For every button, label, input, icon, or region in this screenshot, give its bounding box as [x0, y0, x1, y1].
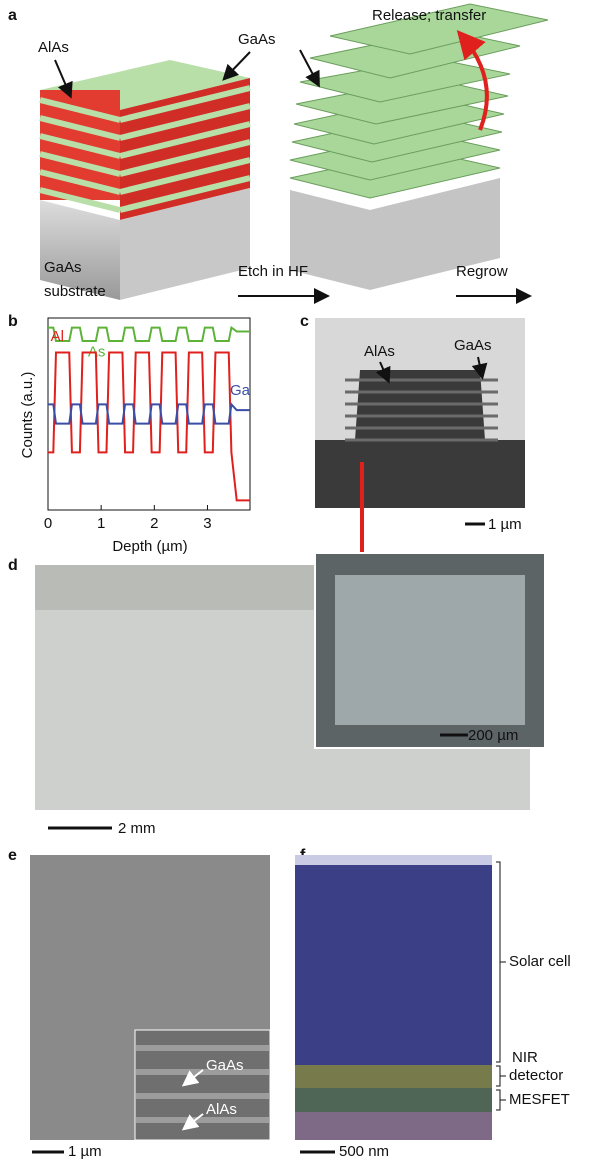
- series-line: [48, 353, 250, 501]
- figure: a AlAs GaAs Release; transfer GaAs subst…: [0, 0, 590, 1160]
- label: GaAs: [44, 259, 82, 276]
- scale-label: 2 mm: [118, 820, 156, 837]
- scale-label: 500 nm: [339, 1143, 389, 1160]
- scale-label: 1 µm: [68, 1143, 102, 1160]
- panel-label: c: [300, 313, 309, 330]
- series-label: Al: [51, 328, 64, 345]
- panel-label: a: [8, 7, 17, 24]
- nir-layer: [295, 1065, 492, 1088]
- label: GaAs: [206, 1057, 244, 1074]
- mesfet-layer: [295, 1088, 492, 1112]
- panel-d: d 200 µm 2 mm: [8, 553, 545, 837]
- scale-label: 200 µm: [468, 727, 518, 744]
- panel-label: e: [8, 847, 17, 864]
- label: NIR: [512, 1049, 538, 1066]
- panel-a: a AlAs GaAs Release; transfer GaAs subst…: [8, 4, 548, 300]
- panel-label: d: [8, 557, 18, 574]
- label: detector: [509, 1067, 563, 1084]
- x-tick-label: 3: [203, 515, 211, 532]
- panel-label: b: [8, 313, 18, 330]
- bracket: [496, 1090, 506, 1110]
- label: GaAs: [454, 337, 492, 354]
- series-line: [48, 404, 250, 423]
- series-line: [48, 328, 250, 341]
- pointer: [225, 52, 250, 78]
- label: Release; transfer: [372, 7, 486, 24]
- label: AlAs: [206, 1101, 237, 1118]
- pointer: [300, 50, 318, 84]
- released-layers: [290, 4, 548, 198]
- series-label: Ga: [230, 382, 251, 399]
- panel-c: c AlAs GaAs 1 µm: [300, 313, 525, 580]
- substrate-layer: [295, 1112, 492, 1140]
- bracket: [496, 862, 506, 1062]
- plot-frame: [48, 318, 250, 510]
- y-axis-label: Counts (a.u.): [19, 372, 36, 459]
- label: Regrow: [456, 263, 508, 280]
- top-layer: [295, 855, 492, 865]
- label: AlAs: [364, 343, 395, 360]
- x-tick-label: 2: [150, 515, 158, 532]
- x-axis-label: Depth (µm): [112, 538, 187, 555]
- x-tick-label: 1: [97, 515, 105, 532]
- label: Solar cell: [509, 953, 571, 970]
- label: substrate: [44, 283, 106, 300]
- x-tick-label: 0: [44, 515, 52, 532]
- bracket: [496, 1066, 506, 1086]
- solar-layer: [295, 855, 492, 1065]
- label: MESFET: [509, 1091, 570, 1108]
- label: GaAs: [238, 31, 276, 48]
- panel-f: f Solar cell NIR detector MESFET 500 nm: [295, 847, 571, 1160]
- inset-flakes: [335, 575, 525, 725]
- label: Etch in HF: [238, 263, 308, 280]
- label: AlAs: [38, 39, 69, 56]
- scale-label: 1 µm: [488, 516, 522, 533]
- panel-e: e GaAs AlAs 1 µm: [8, 847, 270, 1160]
